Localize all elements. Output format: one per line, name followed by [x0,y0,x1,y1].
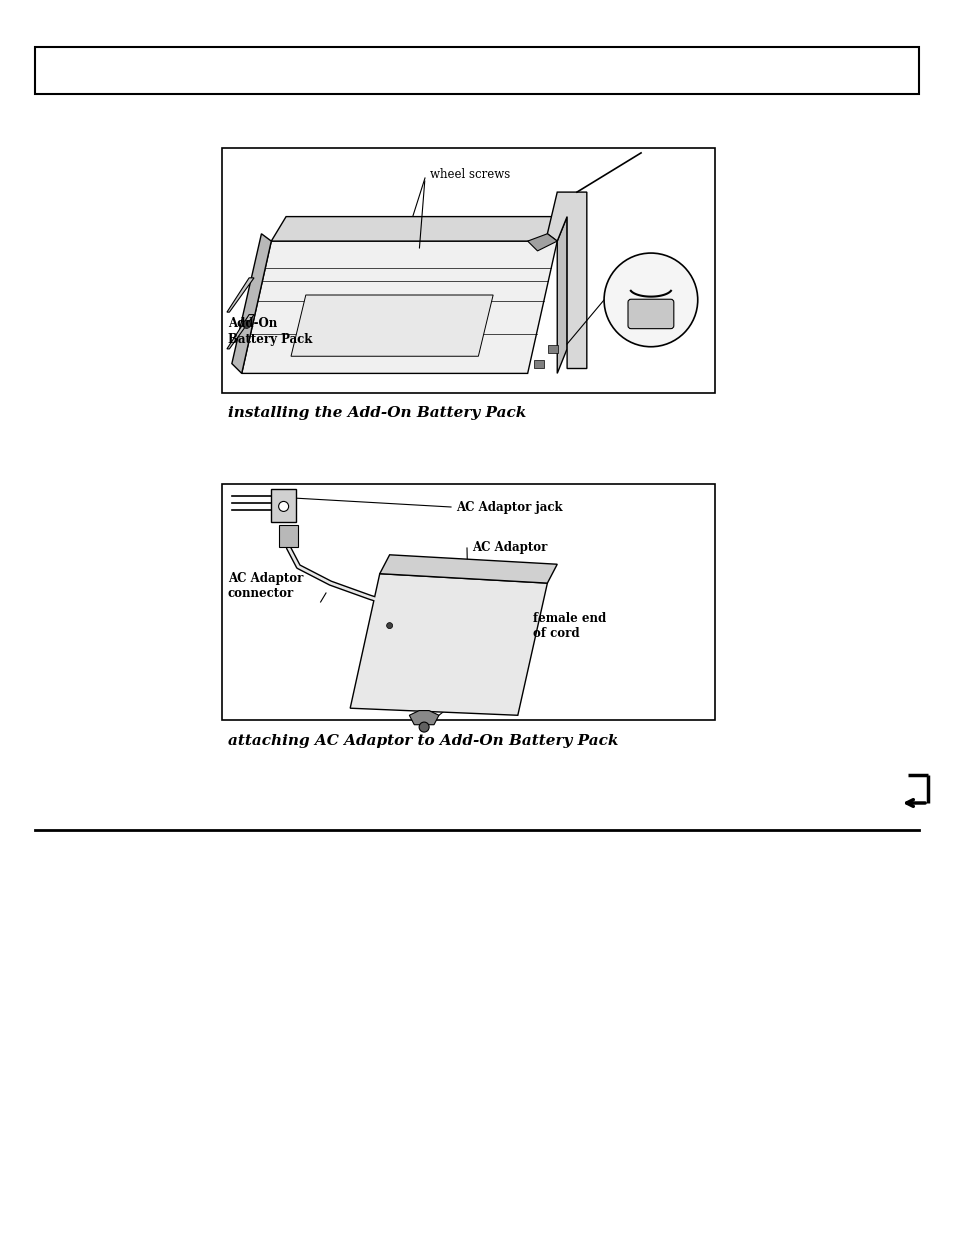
Circle shape [386,622,393,629]
Polygon shape [232,233,271,373]
Polygon shape [227,278,253,312]
Bar [35,47,918,94]
Text: Battery Pack: Battery Pack [228,333,312,346]
Text: Add-On: Add-On [228,317,277,330]
Text: AC Adaptor jack: AC Adaptor jack [456,500,562,514]
Polygon shape [409,710,438,725]
Bar [222,148,714,393]
Text: female end: female end [533,613,605,625]
Polygon shape [527,233,557,251]
Polygon shape [379,555,557,583]
Polygon shape [291,295,493,356]
Polygon shape [271,216,566,241]
Text: wheel screws: wheel screws [430,168,510,182]
Text: AC Adaptor: AC Adaptor [472,541,547,555]
Bar [222,484,714,720]
Bar [533,359,543,368]
Circle shape [603,253,697,347]
FancyBboxPatch shape [627,299,673,329]
Bar [548,345,558,353]
FancyBboxPatch shape [271,489,295,521]
Polygon shape [350,574,547,715]
Text: of cord: of cord [533,627,579,640]
FancyBboxPatch shape [278,525,298,547]
Text: installing the Add-On Battery Pack: installing the Add-On Battery Pack [228,406,526,420]
Polygon shape [547,193,586,368]
Text: attaching AC Adaptor to Add-On Battery Pack: attaching AC Adaptor to Add-On Battery P… [228,734,618,748]
Text: AC Adaptor: AC Adaptor [228,572,303,585]
Polygon shape [227,315,253,350]
Circle shape [278,501,289,511]
Polygon shape [241,241,557,373]
Text: connector: connector [228,587,294,600]
Polygon shape [557,216,566,373]
Circle shape [418,722,429,732]
Circle shape [242,320,251,329]
